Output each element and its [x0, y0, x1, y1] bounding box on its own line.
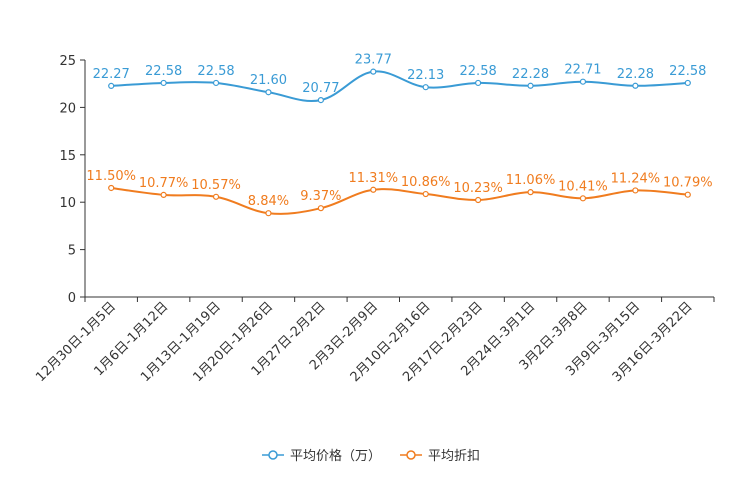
- series-line-1: [111, 186, 688, 215]
- data-label: 10.86%: [401, 175, 451, 190]
- data-label: 8.84%: [248, 194, 289, 209]
- data-label: 11.24%: [611, 171, 661, 186]
- data-point: [160, 191, 167, 199]
- data-point: [212, 193, 220, 200]
- data-label: 22.58: [669, 64, 706, 79]
- data-label: 11.50%: [86, 169, 136, 184]
- data-label: 20.77: [302, 81, 339, 96]
- data-point: [579, 78, 587, 85]
- data-point: [265, 89, 272, 96]
- y-tick-label: 10: [59, 196, 76, 211]
- legend-label: 平均折扣: [428, 449, 480, 464]
- data-point: [212, 79, 220, 87]
- data-point: [527, 82, 534, 89]
- data-point: [475, 79, 482, 87]
- data-point: [422, 190, 429, 198]
- data-label: 10.79%: [663, 176, 713, 191]
- data-label: 22.28: [512, 67, 549, 82]
- data-point: [579, 195, 587, 202]
- data-point: [475, 196, 482, 204]
- data-point: [160, 79, 167, 87]
- legend-label: 平均价格（万）: [290, 448, 381, 464]
- data-point: [317, 97, 324, 104]
- data-label: 10.41%: [558, 179, 608, 194]
- data-label: 10.57%: [191, 178, 241, 193]
- y-tick-label: 0: [68, 291, 76, 306]
- data-label: 21.60: [250, 73, 287, 88]
- series-layer: 22.27 22.58 22.58 21.60 20.77 23.77 22.13 22.58…: [86, 53, 713, 217]
- data-label: 22.58: [197, 64, 234, 79]
- data-label: 9.37%: [300, 189, 341, 204]
- data-label: 22.27: [93, 67, 130, 82]
- data-point: [684, 191, 691, 198]
- legend-marker: [268, 450, 278, 460]
- data-point: [632, 82, 639, 89]
- data-label: 23.77: [355, 53, 392, 68]
- data-label: 22.28: [617, 67, 654, 82]
- data-point: [527, 189, 534, 196]
- data-point: [422, 84, 429, 91]
- data-point: [632, 187, 639, 194]
- data-label: 22.71: [564, 63, 601, 78]
- data-label: 11.31%: [349, 171, 399, 186]
- y-tick-label: 15: [59, 149, 76, 164]
- data-point: [370, 186, 377, 193]
- data-point: [370, 68, 377, 75]
- legend: 平均价格（万） 平均折扣: [262, 448, 480, 464]
- axes: 051015202512月30日-1月5日1月6日-1月12日1月13日-1月1…: [33, 54, 715, 385]
- data-label: 10.23%: [453, 181, 503, 196]
- y-tick-label: 5: [68, 244, 76, 259]
- data-point: [317, 205, 324, 212]
- data-point: [108, 184, 115, 192]
- data-point: [684, 79, 691, 87]
- data-label: 11.06%: [506, 173, 556, 188]
- legend-marker: [406, 450, 416, 460]
- data-label: 22.13: [407, 68, 444, 83]
- series-line-0: [111, 70, 688, 102]
- data-label: 22.58: [145, 64, 182, 79]
- data-point: [108, 82, 115, 89]
- data-label: 10.77%: [139, 176, 189, 191]
- data-point: [265, 210, 272, 217]
- y-tick-label: 20: [59, 101, 76, 116]
- data-label: 22.58: [460, 64, 497, 79]
- y-tick-label: 25: [59, 54, 76, 69]
